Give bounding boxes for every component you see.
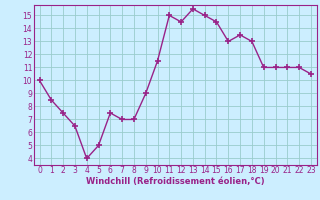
X-axis label: Windchill (Refroidissement éolien,°C): Windchill (Refroidissement éolien,°C) [86, 177, 265, 186]
